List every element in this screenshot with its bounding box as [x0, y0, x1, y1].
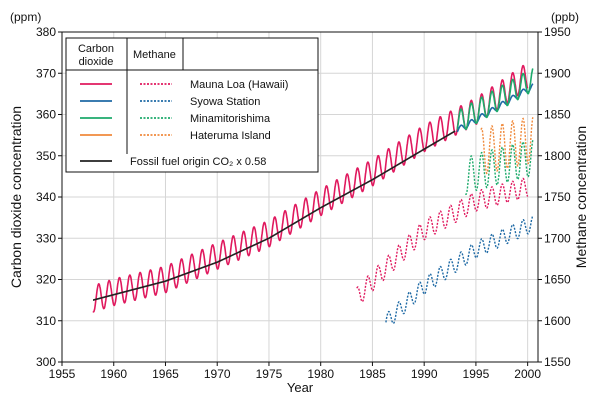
y-right-tick-label: 1900: [544, 66, 571, 80]
x-tick-label: 1965: [152, 367, 179, 381]
legend-station-label: Minamitorishima: [190, 113, 271, 125]
co2-series-mauna-loa-hawaii: [92, 64, 529, 313]
y-left-tick-label: 370: [36, 66, 56, 80]
y-right-tick-label: 1650: [544, 273, 571, 287]
right-axis-title: Methane concentration: [573, 126, 589, 268]
x-axis-title: Year: [287, 380, 314, 395]
right-axis-unit: (ppb): [551, 10, 579, 24]
y-left-tick-label: 320: [36, 273, 56, 287]
axes: 1955 1960 1965 1970 1975 1980 1985 1990 1995 2000…: [36, 25, 571, 381]
x-tick-label: 1985: [359, 367, 386, 381]
y-left-tick-label: 300: [36, 355, 56, 369]
y-right-tick-label: 1600: [544, 314, 571, 328]
legend-station-label: Syowa Station: [190, 96, 260, 108]
co2-series-minamitorishima: [456, 68, 534, 131]
left-axis-unit: (ppm): [10, 10, 41, 24]
y-right-tick-label: 1950: [544, 25, 571, 39]
legend: Carbon dioxide Methane Mauna Loa (Hawaii)…: [65, 37, 319, 173]
co2-series-fossil-fuel-origin-co-x-0-58: [92, 130, 456, 301]
x-tick-label: 1995: [463, 367, 490, 381]
methane-series-syowa-station: [385, 215, 534, 325]
co2-series-syowa-station: [456, 83, 534, 133]
y-right-tick-label: 1850: [544, 108, 571, 122]
methane-series-minamitorishima: [464, 139, 534, 196]
y-right-tick-label: 1750: [544, 190, 571, 204]
y-right-tick-label: 1800: [544, 149, 571, 163]
legend-header-co2: Carbon dioxide: [78, 43, 114, 68]
y-right-tick-label: 1700: [544, 231, 571, 245]
x-tick-label: 2000: [514, 367, 541, 381]
plot-area: [92, 64, 534, 325]
legend-station-label: Mauna Loa (Hawaii): [190, 79, 288, 91]
y-left-tick-label: 350: [36, 149, 56, 163]
x-tick-label: 1975: [256, 367, 283, 381]
y-left-tick-label: 340: [36, 190, 56, 204]
x-tick-label: 1955: [49, 367, 76, 381]
x-tick-label: 1990: [411, 367, 438, 381]
x-tick-label: 1980: [307, 367, 334, 381]
y-left-tick-label: 310: [36, 314, 56, 328]
left-axis-title: Carbon dioxide concentration: [8, 106, 24, 288]
y-left-tick-label: 360: [36, 108, 56, 122]
methane-series-mauna-loa-hawaii: [356, 177, 529, 303]
y-left-tick-label: 380: [36, 25, 56, 39]
legend-header-methane: Methane: [133, 49, 176, 61]
legend-fossil-label: Fossil fuel origin CO₂ x 0.58: [130, 156, 266, 168]
y-right-tick-label: 1550: [544, 355, 571, 369]
y-left-tick-label: 330: [36, 231, 56, 245]
methane-series-hateruma-island: [480, 117, 534, 175]
legend-box: [65, 37, 319, 173]
x-tick-label: 1960: [100, 367, 127, 381]
x-tick-label: 1970: [204, 367, 231, 381]
legend-station-label: Hateruma Island: [190, 130, 271, 142]
